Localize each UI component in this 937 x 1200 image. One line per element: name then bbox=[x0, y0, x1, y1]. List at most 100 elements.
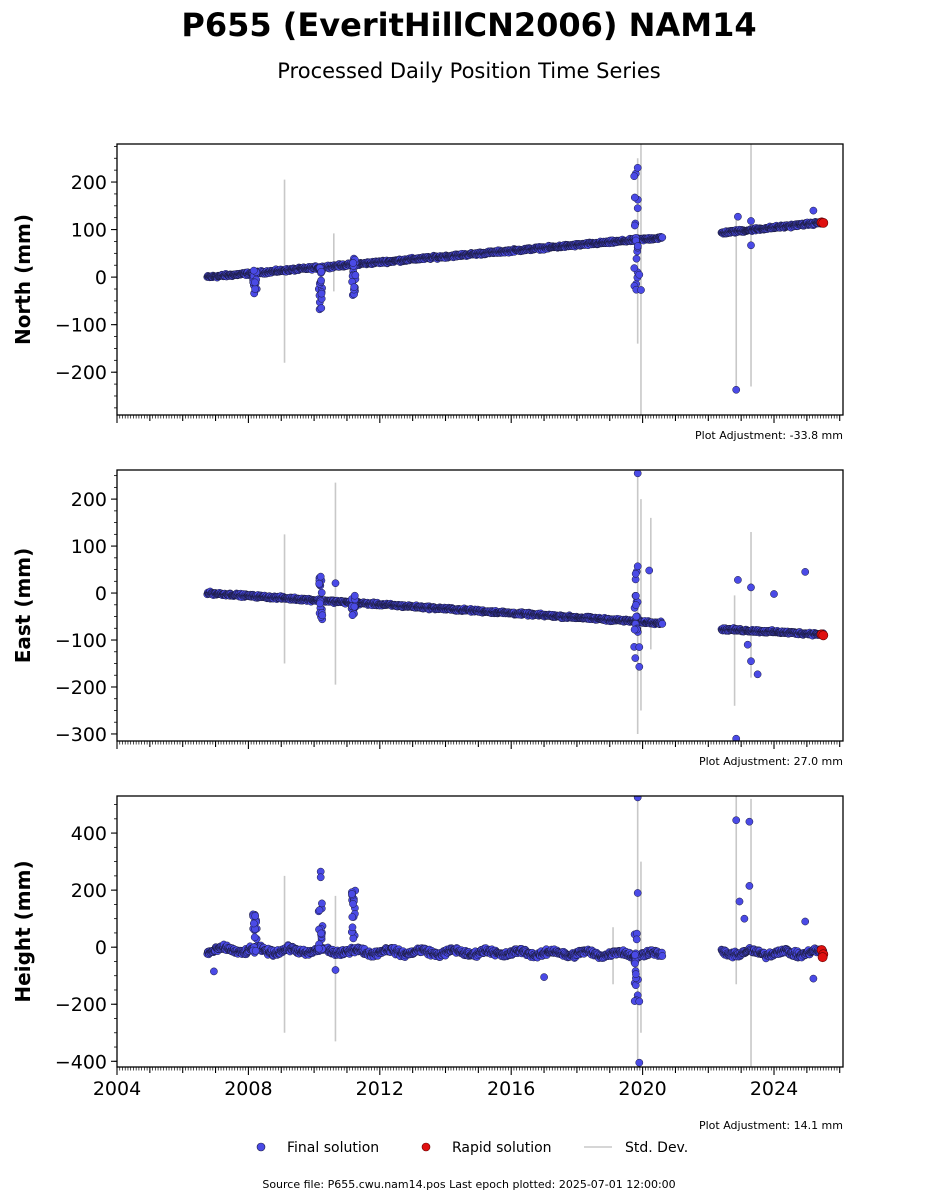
height-outlier-point bbox=[735, 897, 744, 906]
height-outlier-point bbox=[633, 889, 642, 897]
north-excursion-point bbox=[632, 254, 641, 263]
north-final-points bbox=[203, 163, 828, 394]
height-rapid-point bbox=[817, 952, 828, 963]
east-outlier-point bbox=[734, 576, 742, 584]
north-ylabel: North (mm) bbox=[11, 214, 35, 345]
east-outlier-point bbox=[633, 470, 642, 478]
east-outlier-point bbox=[645, 566, 654, 575]
height-xtick-label: 2012 bbox=[356, 1078, 404, 1100]
east-outlier-point bbox=[316, 572, 325, 581]
height-ytick-label: −400 bbox=[55, 1051, 107, 1073]
height-outlier-point bbox=[801, 917, 810, 926]
height-excursion-point bbox=[318, 899, 326, 908]
height-outlier-point bbox=[732, 816, 741, 825]
north-outlier-point bbox=[635, 270, 644, 279]
height-outlier-point bbox=[331, 966, 340, 974]
north-outlier-point bbox=[633, 163, 642, 172]
east-outlier-point bbox=[753, 670, 762, 679]
north-outlier-point bbox=[637, 286, 645, 294]
north-excursion-point bbox=[317, 276, 325, 285]
east-excursion-point bbox=[632, 591, 640, 600]
height-ytick-label: 200 bbox=[71, 880, 107, 902]
height-excursion-point bbox=[315, 944, 323, 953]
east-excursion-point bbox=[631, 569, 640, 578]
north-excursion-point bbox=[317, 267, 326, 276]
height-excursion-point bbox=[632, 970, 640, 978]
height-excursion-point bbox=[631, 959, 639, 968]
legend-rapid-marker bbox=[421, 1142, 431, 1152]
north-excursion-point bbox=[317, 289, 326, 298]
height-outlier-point bbox=[210, 967, 218, 976]
height-excursion-point bbox=[348, 923, 357, 932]
panel-north: 200 100 0 −100 −200 North (mm) Plot Adjustment… bbox=[11, 143, 844, 442]
north-ytick-label: −200 bbox=[55, 362, 107, 384]
east-ytick-label: 0 bbox=[95, 583, 107, 605]
north-excursion-point bbox=[630, 264, 639, 272]
north-plot-area bbox=[203, 144, 829, 415]
east-outlier-point bbox=[633, 562, 642, 571]
height-excursion-point bbox=[631, 951, 639, 959]
height-excursion-point bbox=[249, 919, 258, 928]
east-ylabel: East (mm) bbox=[11, 548, 35, 664]
north-excursion-point bbox=[249, 266, 258, 275]
height-excursion-point bbox=[349, 900, 357, 908]
height-excursion-point bbox=[317, 929, 325, 938]
east-excursion-point bbox=[316, 599, 324, 608]
height-xtick-label: 2004 bbox=[93, 1078, 141, 1100]
north-excursion-point bbox=[251, 285, 259, 293]
height-outlier-point bbox=[635, 1058, 644, 1067]
height-final-points bbox=[203, 796, 828, 1067]
east-excursion-point bbox=[630, 625, 639, 634]
height-outlier-point bbox=[745, 817, 754, 826]
height-outlier-point bbox=[740, 914, 749, 923]
legend-final-marker bbox=[256, 1142, 266, 1152]
east-ytick-label: −200 bbox=[55, 677, 107, 699]
source-footer: Source file: P655.cwu.nam14.pos Last epo… bbox=[262, 1178, 675, 1191]
height-plot-area bbox=[203, 796, 829, 1067]
north-outlier-point bbox=[747, 217, 755, 225]
north-outlier-point bbox=[732, 385, 741, 394]
east-excursion-point bbox=[317, 588, 326, 597]
legend-rapid-label: Rapid solution bbox=[452, 1140, 552, 1156]
east-ytick-label: −300 bbox=[55, 724, 107, 746]
north-ytick-label: 200 bbox=[71, 172, 107, 194]
north-rapid-point bbox=[818, 217, 829, 228]
east-final-point bbox=[658, 619, 667, 628]
panel-east: 200 100 0 −100 −200 −300 East (mm) Plot Adjustm… bbox=[11, 469, 844, 768]
east-excursion-point bbox=[315, 579, 324, 588]
legend-final-label: Final solution bbox=[287, 1140, 379, 1156]
east-outlier-point bbox=[635, 643, 644, 651]
north-excursion-point bbox=[630, 221, 639, 230]
east-final-points bbox=[203, 470, 828, 741]
chart-title: P655 (EveritHillCN2006) NAM14 bbox=[181, 6, 756, 44]
height-xtick-label: 2008 bbox=[224, 1078, 272, 1100]
north-excursion-point bbox=[630, 172, 639, 181]
east-rapid-point bbox=[818, 630, 829, 641]
height-excursion-point bbox=[251, 912, 260, 920]
east-plot-area bbox=[203, 470, 829, 741]
north-excursion-point bbox=[350, 283, 359, 291]
east-plot-adjustment: Plot Adjustment: 27.0 mm bbox=[699, 755, 843, 768]
height-excursion-point bbox=[632, 935, 641, 944]
height-final-point bbox=[658, 952, 667, 960]
east-excursion-point bbox=[631, 654, 640, 662]
north-excursion-point bbox=[351, 271, 360, 280]
height-outlier-point bbox=[745, 882, 754, 890]
north-excursion-point bbox=[251, 278, 259, 287]
east-excursion-point bbox=[632, 601, 640, 609]
east-excursion-point bbox=[318, 611, 327, 620]
east-excursion-point bbox=[350, 602, 359, 611]
north-excursion-point bbox=[633, 242, 642, 250]
legend: Final solution Rapid solution Std. Dev. bbox=[256, 1140, 688, 1156]
north-excursion-point bbox=[630, 193, 639, 202]
height-outlier-point bbox=[540, 973, 548, 981]
height-excursion-point bbox=[348, 890, 356, 898]
height-xtick-label: 2024 bbox=[750, 1078, 798, 1100]
legend-std-label: Std. Dev. bbox=[625, 1140, 688, 1156]
height-ytick-label: 0 bbox=[95, 937, 107, 959]
height-ytick-label: 400 bbox=[71, 823, 107, 845]
north-excursion-point bbox=[349, 259, 357, 267]
east-outlier-point bbox=[747, 657, 755, 666]
north-plot-adjustment: Plot Adjustment: -33.8 mm bbox=[695, 429, 843, 442]
